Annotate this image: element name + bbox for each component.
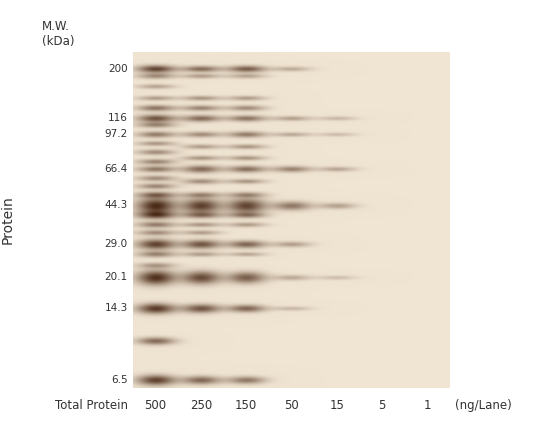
Text: 15: 15 <box>329 399 344 412</box>
Text: 50: 50 <box>284 399 299 412</box>
Text: 6.5: 6.5 <box>111 374 128 385</box>
Text: 116: 116 <box>108 113 128 123</box>
Text: 66.4: 66.4 <box>105 164 128 173</box>
Text: (ng/Lane): (ng/Lane) <box>456 399 512 412</box>
Text: 200: 200 <box>108 64 128 74</box>
Text: 500: 500 <box>145 399 167 412</box>
Text: 44.3: 44.3 <box>105 201 128 210</box>
Text: Protein: Protein <box>1 196 15 244</box>
Text: 150: 150 <box>235 399 257 412</box>
Text: Total Protein: Total Protein <box>55 399 128 412</box>
Text: 5: 5 <box>378 399 386 412</box>
Text: 97.2: 97.2 <box>105 129 128 139</box>
Text: M.W.
(kDa): M.W. (kDa) <box>42 20 75 48</box>
Text: 1: 1 <box>423 399 431 412</box>
Text: 14.3: 14.3 <box>105 303 128 313</box>
Text: 250: 250 <box>190 399 212 412</box>
Text: 29.0: 29.0 <box>105 239 128 249</box>
Text: 20.1: 20.1 <box>105 272 128 282</box>
